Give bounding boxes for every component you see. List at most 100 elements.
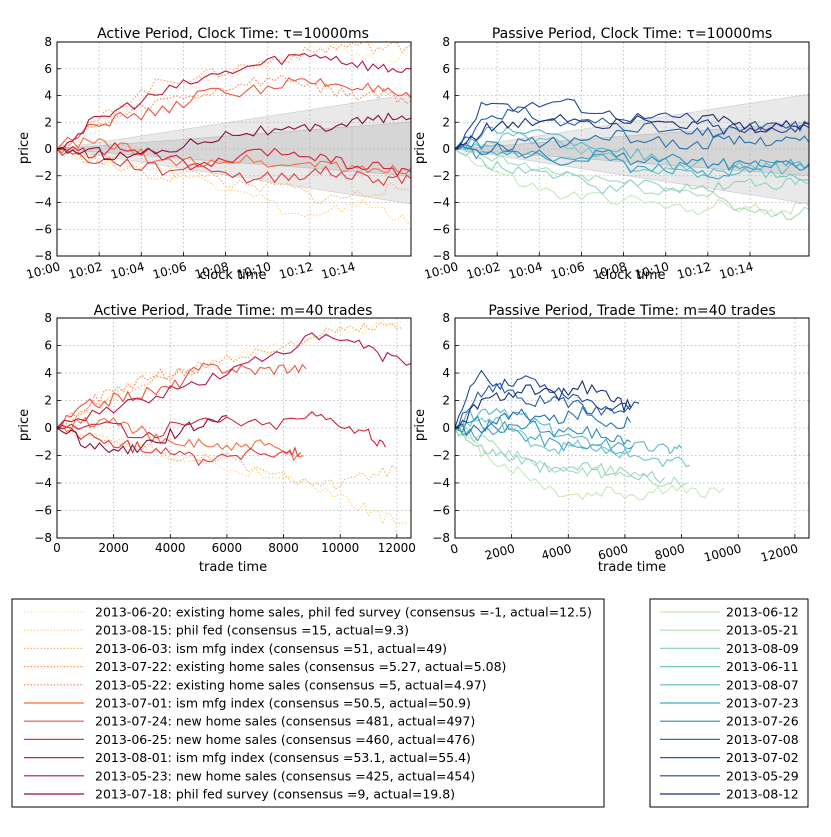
series-line [455,369,640,429]
series-line [455,98,809,150]
y-tick-label: −2 [432,169,450,183]
y-tick-label: 4 [44,89,52,103]
x-tick-label: 10000 [702,541,743,564]
y-tick-label: −6 [34,222,52,236]
y-axis-label: price [413,409,428,441]
y-tick-label: 2 [442,115,450,129]
series-line [57,318,409,429]
series-line [455,382,632,429]
series-line [455,379,632,429]
legend-entry: 2013-08-09 [660,641,799,656]
series-line [455,407,683,455]
legend-label: 2013-05-21 [726,623,799,638]
series-line [57,411,386,448]
series-line [57,42,411,150]
series-line [57,321,403,429]
y-tick-label: 4 [442,366,450,380]
x-tick-label: 10:02 [67,259,104,281]
legend-label: 2013-07-01: ism mfg index (consensus =50… [95,696,471,711]
x-axis-label: trade time [199,560,267,575]
series-line [455,106,809,150]
y-tick-label: −6 [34,504,52,518]
legend-entry: 2013-07-22: existing home sales (consens… [24,659,506,674]
series-line [455,427,688,488]
chart-title: Active Period, Trade Time: m=40 trades [94,303,373,319]
series-group [455,98,809,221]
series-line [455,144,809,180]
x-tick-label: 6000 [212,541,243,555]
x-tick-label: 10:00 [423,259,460,281]
series-line [455,113,809,150]
series-group [57,42,411,226]
series-line [57,424,301,467]
series-line [455,420,634,452]
y-tick-label: −6 [432,504,450,518]
y-tick-label: 2 [44,394,52,408]
y-tick-label: −8 [432,531,450,545]
chart-title: Active Period, Clock Time: τ=10000ms [97,26,369,42]
y-tick-label: 6 [44,62,52,76]
panel-active-clock: Active Period, Clock Time: τ=10000ms clo… [17,26,369,283]
series-line [455,145,809,221]
y-tick-label: 4 [442,89,450,103]
legend-entry: 2013-06-03: ism mfg index (consensus =51… [24,641,447,656]
legend-passive [649,598,809,808]
y-tick-label: 8 [44,311,52,325]
y-axis-label: price [17,409,32,441]
legend-label: 2013-07-24: new home sales (consensus =4… [95,714,475,729]
legend-entry: 2013-08-07 [660,677,799,692]
series-line [57,427,398,490]
legend-entry: 2013-08-01: ism mfg index (consensus =53… [24,750,471,765]
series-line [57,148,411,187]
x-tick-label: 12000 [759,541,800,564]
legend-label: 2013-08-15: phil fed (consensus =15, act… [95,623,409,638]
legend-label: 2013-07-18: phil fed survey (consensus =… [95,787,455,802]
y-tick-label: 0 [442,421,450,435]
series-line [57,74,411,150]
series-group [57,318,411,525]
y-axis-label: price [413,132,428,164]
legend-label: 2013-06-11 [726,659,799,674]
legend-entry: 2013-07-24: new home sales (consensus =4… [24,714,475,729]
legend-label: 2013-06-25: new home sales (consensus =4… [95,732,475,747]
legend-label: 2013-05-29 [726,768,799,783]
y-tick-label: −6 [432,222,450,236]
x-tick-label: 10:02 [465,259,502,281]
y-tick-label: 0 [44,421,52,435]
panel-active-trade: Active Period, Trade Time: m=40 trades t… [17,303,372,575]
series-line [455,131,809,181]
legend-entry: 2013-08-15: phil fed (consensus =15, act… [24,623,409,638]
y-tick-label: 2 [44,115,52,129]
x-tick-label: 0 [449,541,460,557]
series-line [57,362,307,429]
y-tick-label: −8 [34,531,52,545]
legend-label: 2013-08-09 [726,641,799,656]
x-tick-label: 10:06 [549,259,586,281]
legend-entry: 2013-05-29 [660,768,799,783]
legend-label: 2013-07-02 [726,750,799,765]
series-line [57,415,227,455]
legend-entry: 2013-07-23 [660,696,799,711]
series-line [57,77,411,150]
chart-title: Passive Period, Clock Time: τ=10000ms [492,26,772,42]
x-axis-label: trade time [598,560,666,575]
series-line [455,416,691,468]
y-tick-label: −2 [432,449,450,463]
x-axis-label: clock time [599,268,666,283]
x-tick-label: 12000 [378,541,416,555]
x-tick-label: 10:14 [320,259,357,281]
legend-label: 2013-05-22: existing home sales (consens… [95,677,487,692]
series-line [57,112,411,161]
series-group [455,369,725,501]
y-tick-label: 8 [442,35,450,49]
chart-title: Passive Period, Trade Time: m=40 trades [488,303,775,319]
y-tick-label: 8 [44,35,52,49]
x-axis-label: clock time [200,268,267,283]
x-tick-label: 0 [53,541,61,555]
y-tick-label: −4 [34,196,52,210]
legend-entry: 2013-07-02 [660,750,799,765]
series-line [57,425,409,525]
